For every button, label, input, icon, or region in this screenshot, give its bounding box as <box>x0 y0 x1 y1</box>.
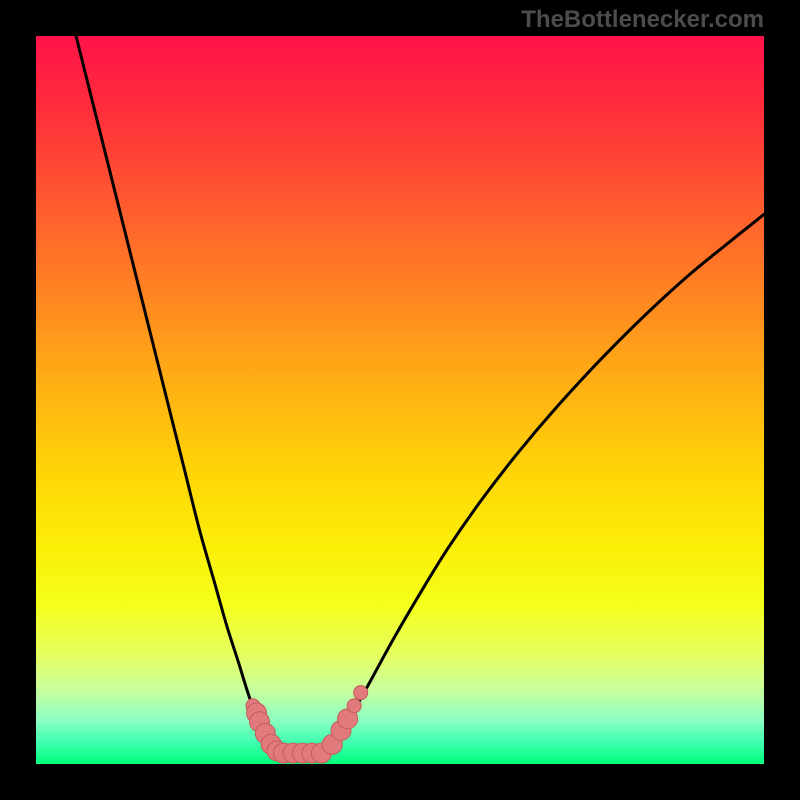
plot-area <box>36 36 764 764</box>
bottleneck-curve <box>36 36 764 764</box>
curve-marker <box>354 686 368 700</box>
v-curve-path <box>76 36 764 754</box>
chart-stage: TheBottlenecker.com <box>0 0 800 800</box>
watermark-text: TheBottlenecker.com <box>521 6 764 34</box>
curve-marker <box>347 699 361 713</box>
